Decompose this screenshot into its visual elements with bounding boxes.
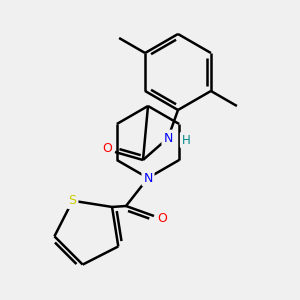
Text: N: N [163, 131, 173, 145]
Text: S: S [69, 194, 76, 207]
Text: O: O [102, 142, 112, 155]
Text: H: H [182, 134, 190, 146]
Text: N: N [143, 172, 153, 184]
Text: O: O [157, 212, 167, 226]
